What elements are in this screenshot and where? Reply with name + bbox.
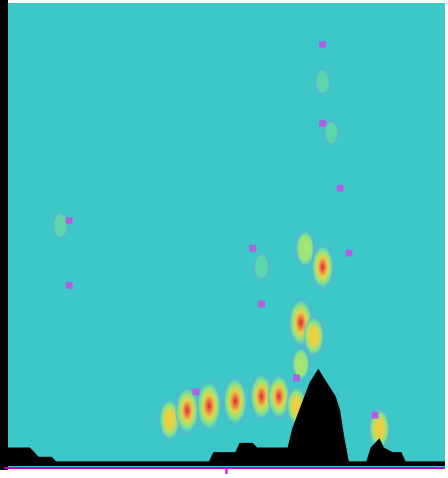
left-edge-bar — [0, 0, 8, 470]
heatmap-cell — [52, 212, 68, 239]
heatmap-cell — [295, 230, 315, 267]
marker-point — [192, 388, 200, 396]
heatmap-cell — [253, 253, 270, 281]
heatmap-cell — [324, 120, 339, 145]
marker-point — [371, 411, 379, 419]
marker-point — [65, 281, 73, 289]
terrain-silhouette — [8, 368, 445, 466]
heatmap-cell — [196, 381, 222, 431]
heatmap-cell — [291, 347, 310, 381]
marker-point — [319, 41, 327, 49]
heatmap-cell — [267, 374, 291, 419]
marker-point — [292, 374, 300, 382]
heatmap-cell — [223, 377, 248, 425]
marker-point — [249, 244, 257, 252]
markers — [65, 41, 379, 419]
marker-point — [65, 217, 73, 225]
marker-point — [345, 249, 353, 257]
heatmap-cell — [315, 69, 330, 95]
marker-point — [319, 119, 327, 127]
heatmap-cell — [311, 245, 334, 289]
marker-point — [336, 184, 344, 192]
marker-point — [257, 300, 265, 308]
heatmap-cells — [52, 69, 391, 450]
heatmap-cell — [303, 316, 325, 357]
